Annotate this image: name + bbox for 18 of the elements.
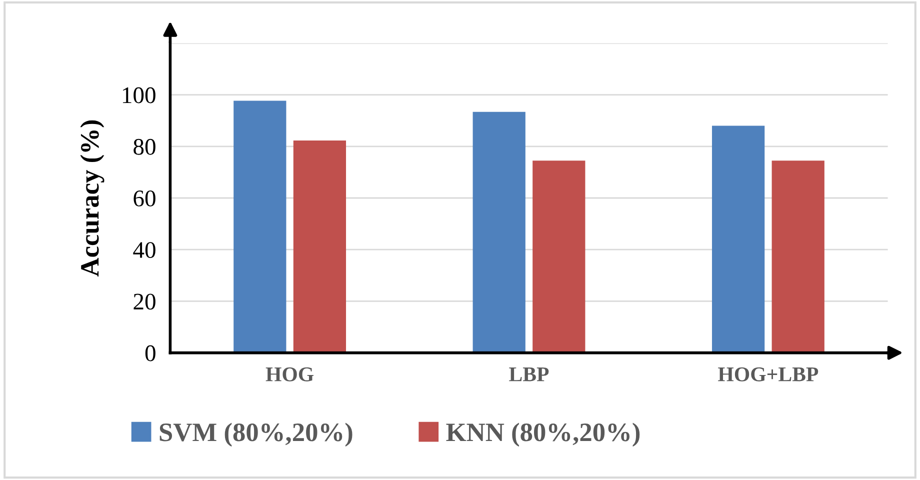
y-tick-label: 100: [122, 87, 156, 104]
y-tick-label: 0: [145, 345, 156, 362]
x-tick-label: HOG: [266, 367, 314, 382]
y-axis-title: Accuracy (%): [80, 120, 104, 277]
x-tick-label: HOG+LBP: [718, 367, 818, 382]
y-tick-label: 60: [134, 190, 156, 206]
bar: [772, 160, 824, 353]
legend-label: SVM (80%,20%): [160, 422, 352, 447]
y-tick-label: 40: [133, 242, 156, 258]
legend-label: KNN (80%,20%): [446, 422, 640, 447]
x-tick-label: LBP: [509, 368, 549, 382]
bar: [532, 160, 586, 353]
bar: [712, 126, 765, 353]
y-tick-label: 20: [134, 294, 156, 310]
bar: [472, 112, 526, 353]
bar: [293, 140, 346, 353]
bar: [234, 100, 286, 353]
y-tick-label: 80: [134, 138, 156, 155]
